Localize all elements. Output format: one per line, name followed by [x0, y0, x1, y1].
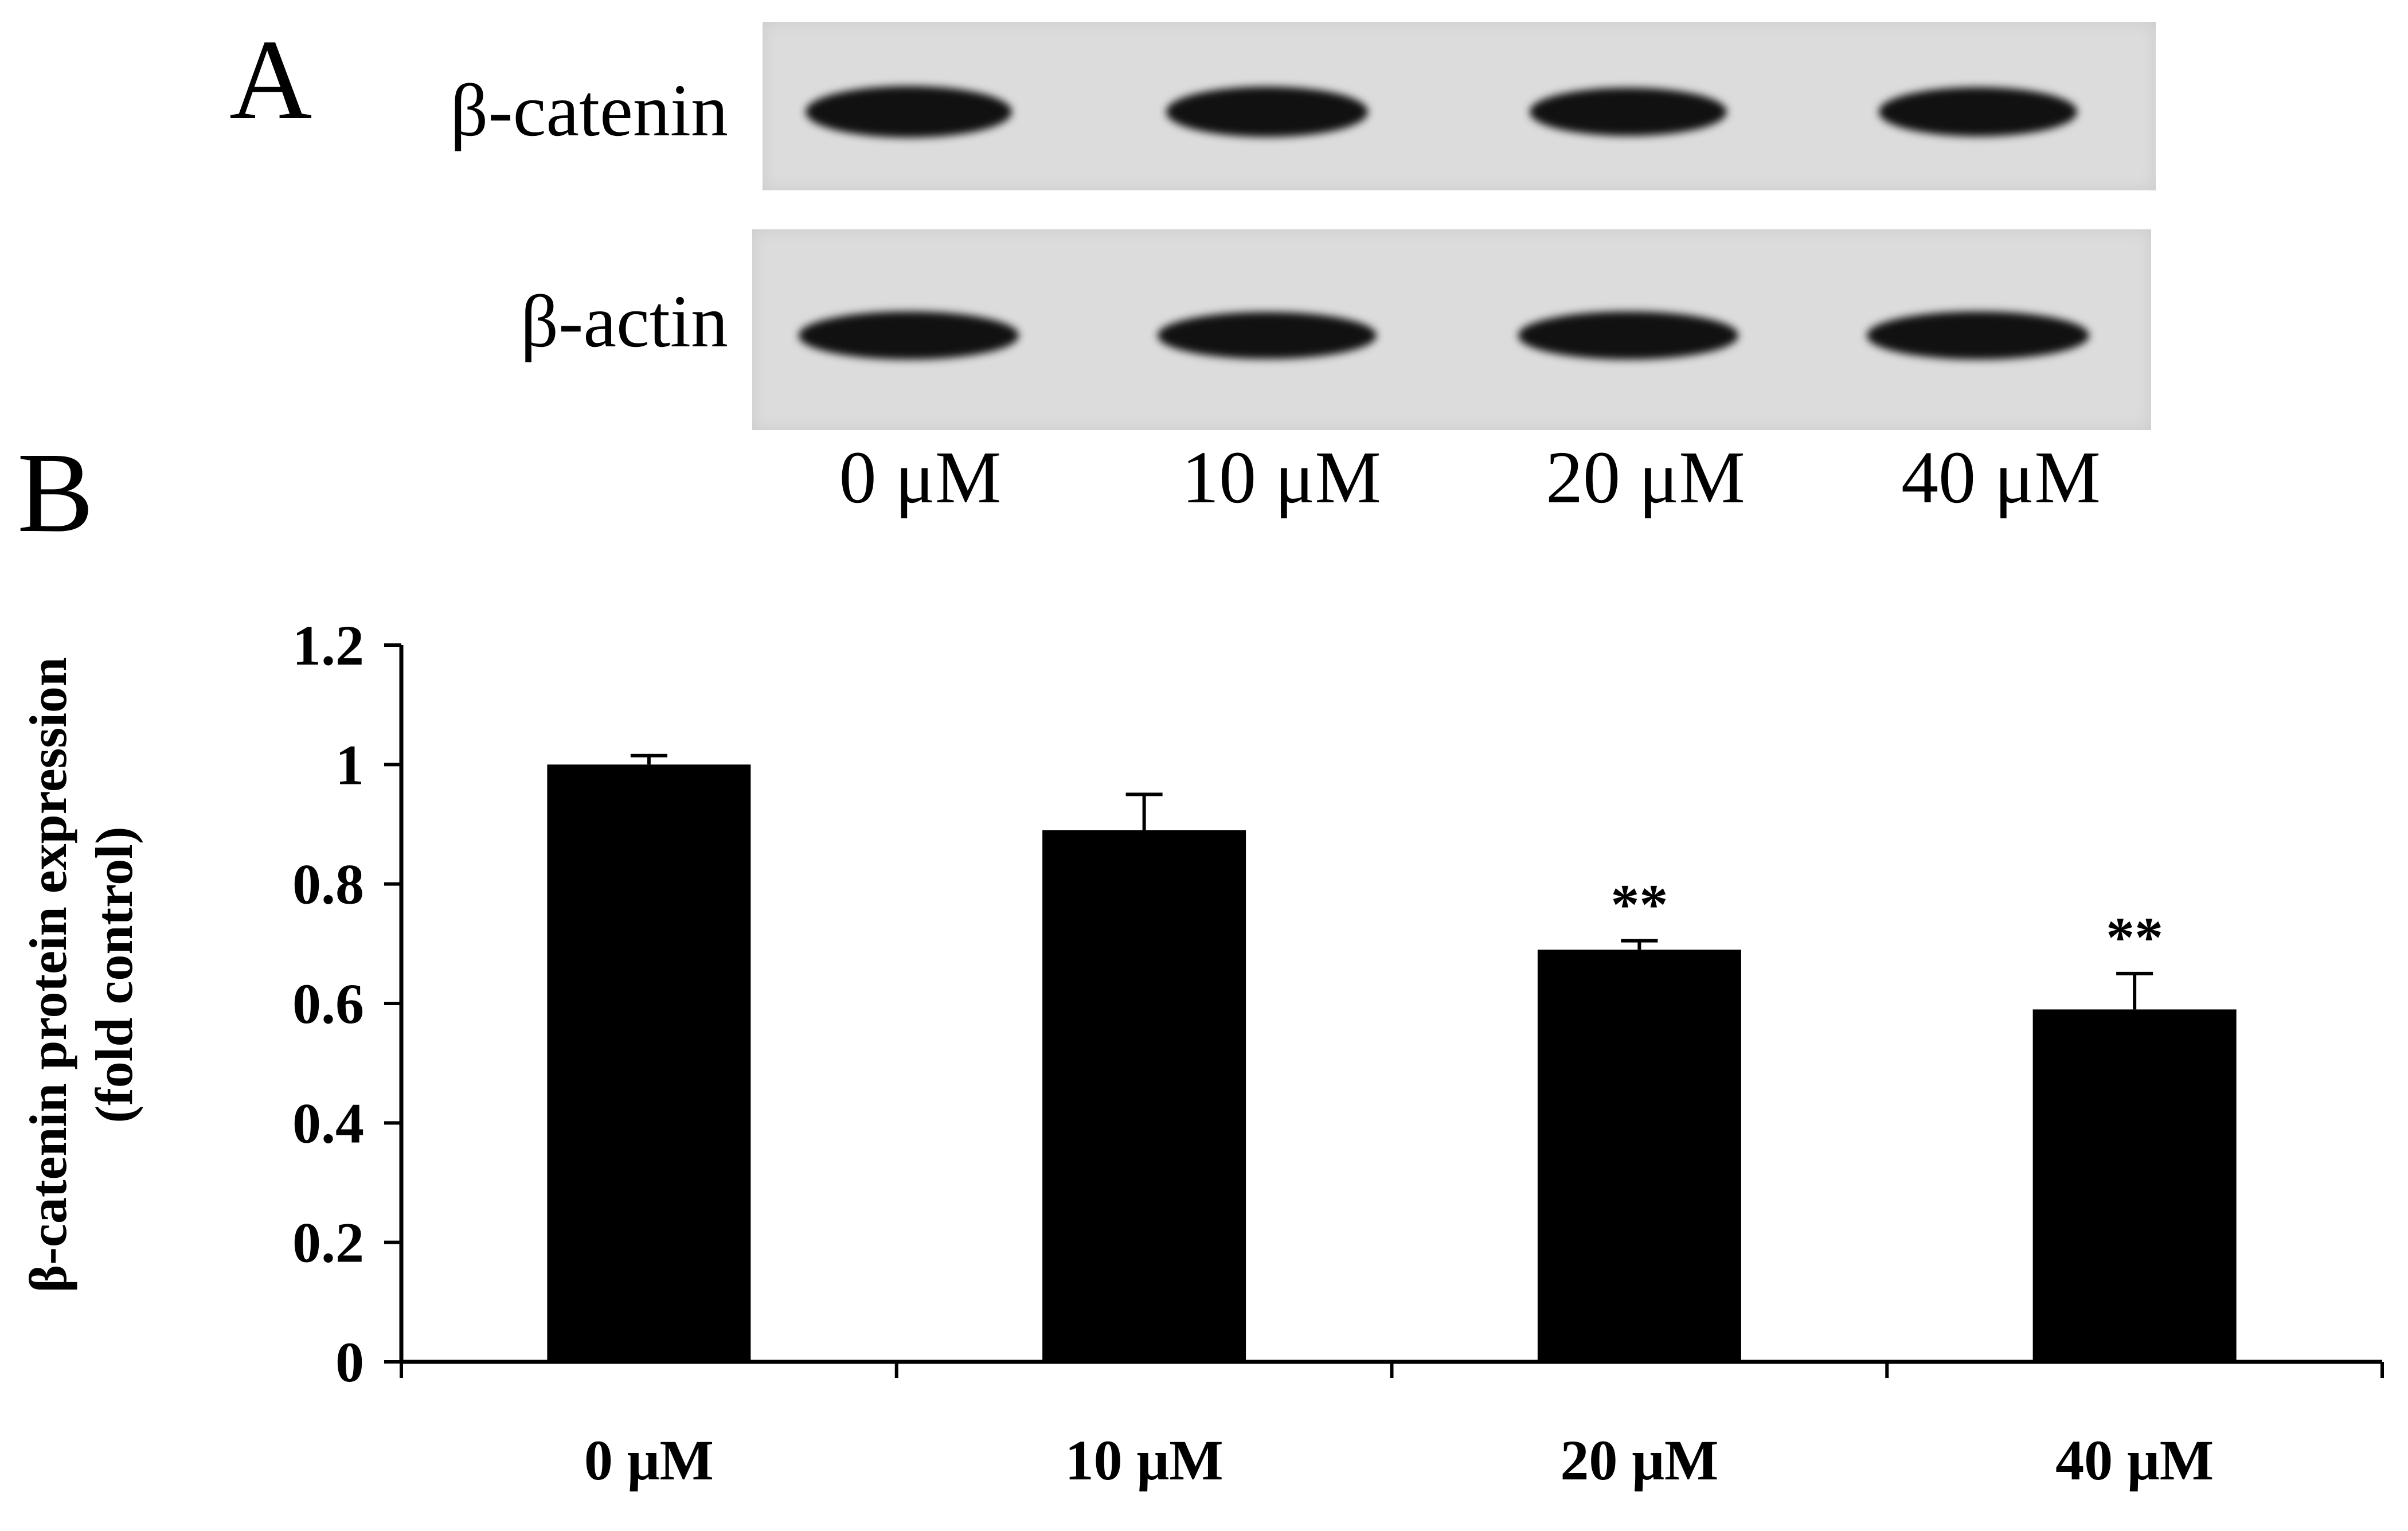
lane-label-0uM: 0 μM: [839, 436, 1002, 519]
y-tick-label: 1.2: [292, 614, 364, 677]
blot-band: [1529, 87, 1727, 136]
y-tick-label: 0.8: [292, 853, 364, 916]
blot-band: [1158, 311, 1377, 360]
axes-layer: 0 0.2 0.4 0.6 0.8 1 1.2 0 μM 10 μM 20 μM 40 μM: [292, 614, 2384, 1492]
x-category-label: 40 μM: [2055, 1428, 2214, 1492]
x-category-label: 0 μM: [584, 1428, 714, 1492]
bar: [2032, 1009, 2237, 1362]
y-tick-label: 1: [335, 733, 364, 796]
blot-band: [806, 86, 1012, 138]
lane-label-10uM: 10 μM: [1182, 436, 1381, 519]
y-axis-title-line1: β-catenin protein expression: [19, 657, 77, 1292]
bar: [1042, 830, 1246, 1362]
blot-band: [1518, 311, 1739, 360]
blot-band: [798, 311, 1019, 360]
blot-label-beta-catenin: β-catenin: [450, 69, 728, 152]
x-category-label: 20 μM: [1560, 1428, 1718, 1492]
blot-label-beta-actin: β-actin: [520, 280, 728, 363]
significance-marker: **: [2106, 905, 2163, 969]
bar: [547, 764, 751, 1362]
blot-band: [1878, 87, 2078, 136]
y-tick-label: 0.4: [292, 1091, 364, 1155]
blot-band: [1867, 311, 2089, 360]
panel-b-letter: B: [17, 429, 94, 556]
y-tick-label: 0: [335, 1330, 364, 1394]
y-tick-label: 0.6: [292, 972, 364, 1036]
significance-marker: **: [1610, 873, 1668, 936]
y-tick-label: 0.2: [292, 1211, 364, 1275]
bar: [1537, 950, 1741, 1362]
x-category-label: 10 μM: [1065, 1428, 1223, 1492]
y-axis-title-line2: (fold control): [85, 826, 143, 1123]
panel-a-letter: A: [229, 17, 312, 143]
bars-layer: ** **: [547, 753, 2237, 1362]
blot-band: [1166, 87, 1368, 137]
bar-chart: ** ** 0 0.2 0.4 0.6 0.8 1 1.2 0 μM 10 μM 20 μM 40 μ…: [19, 614, 2384, 1492]
lane-label-20uM: 20 μM: [1546, 436, 1745, 519]
lane-label-40uM: 40 μM: [1901, 436, 2101, 519]
